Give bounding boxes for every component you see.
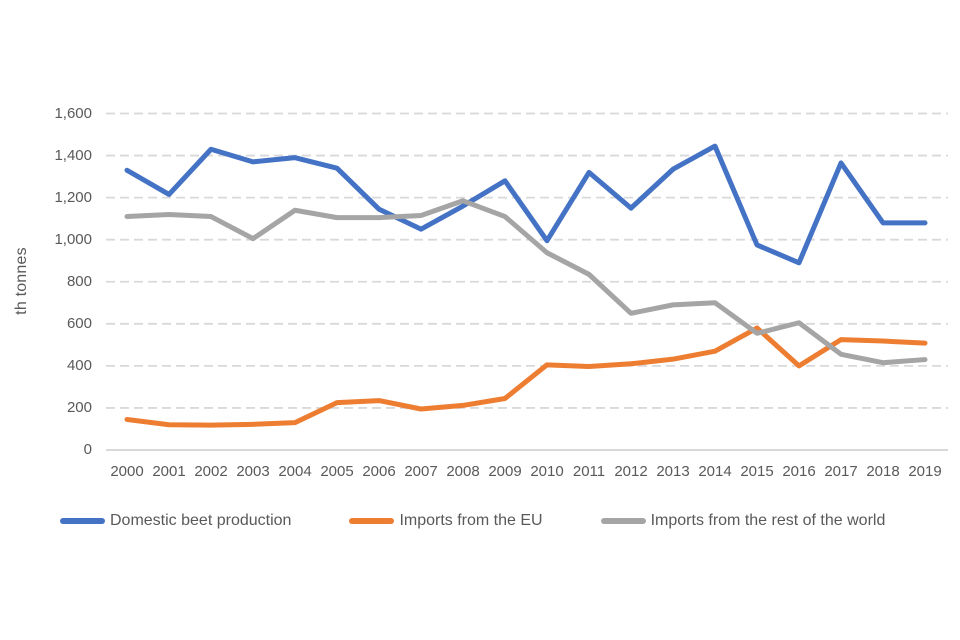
x-tick-label-2001: 2001: [152, 463, 186, 480]
x-tick-label-2019: 2019: [908, 463, 942, 480]
legend-item-domestic-beet-production: Domestic beet production: [60, 512, 291, 530]
x-tick-label-2014: 2014: [698, 463, 732, 480]
x-tick-label-2006: 2006: [362, 463, 396, 480]
y-tick-label-1-200: 1,200: [54, 188, 92, 206]
y-tick-label-1-400: 1,400: [54, 146, 92, 164]
legend-label-imports-from-the-eu: Imports from the EU: [399, 512, 543, 529]
x-tick-label-2018: 2018: [866, 463, 900, 480]
x-tick-label-2003: 2003: [236, 463, 270, 480]
x-tick-label-2005: 2005: [320, 463, 354, 480]
series-line-imports-from-the-eu: [124, 325, 928, 428]
x-tick-label-2015: 2015: [740, 463, 774, 480]
x-tick-label-2009: 2009: [488, 463, 522, 480]
series-line-domestic-beet-production: [124, 143, 928, 266]
x-tick-label-2002: 2002: [194, 463, 228, 480]
x-tick-label-2008: 2008: [446, 463, 480, 480]
x-tick-label-2013: 2013: [656, 463, 690, 480]
y-tick-label-0: 0: [83, 441, 92, 458]
x-tick-label-2010: 2010: [530, 463, 564, 480]
x-tick-label-2011: 2011: [572, 463, 606, 480]
legend: Domestic beet production Imports from the…: [60, 512, 885, 530]
x-tick-label-2004: 2004: [278, 463, 312, 480]
y-tick-label-200: 200: [66, 398, 92, 416]
y-tick-label-600: 600: [66, 314, 92, 332]
y-tick-label-800: 800: [66, 272, 92, 290]
y-tick-label-400: 400: [66, 356, 92, 374]
legend-label-domestic-beet-production: Domestic beet production: [110, 512, 292, 529]
legend-label-imports-from-the-rest-of-the-world: Imports from the rest of the world: [650, 512, 886, 529]
x-tick-label-2007: 2007: [404, 463, 438, 480]
legend-swatch-domestic-beet-production: [60, 518, 105, 524]
y-tick-label-1-600: 1,600: [54, 104, 92, 122]
x-tick-label-2016: 2016: [782, 463, 816, 480]
x-tick-label-2017: 2017: [824, 463, 858, 480]
x-tick-label-2012: 2012: [614, 463, 648, 480]
legend-item-imports-from-the-eu: Imports from the EU: [349, 512, 543, 530]
series-line-imports-from-the-rest-of-the-world: [124, 198, 928, 366]
y-tick-label-1-000: 1,000: [54, 230, 92, 248]
legend-item-imports-from-the-rest-of-the-world: Imports from the rest of the world: [600, 512, 886, 530]
legend-swatch-imports-from-the-rest-of-the-world: [600, 518, 646, 524]
legend-swatch-imports-from-the-eu: [349, 518, 395, 524]
x-tick-label-2000: 2000: [110, 463, 144, 480]
